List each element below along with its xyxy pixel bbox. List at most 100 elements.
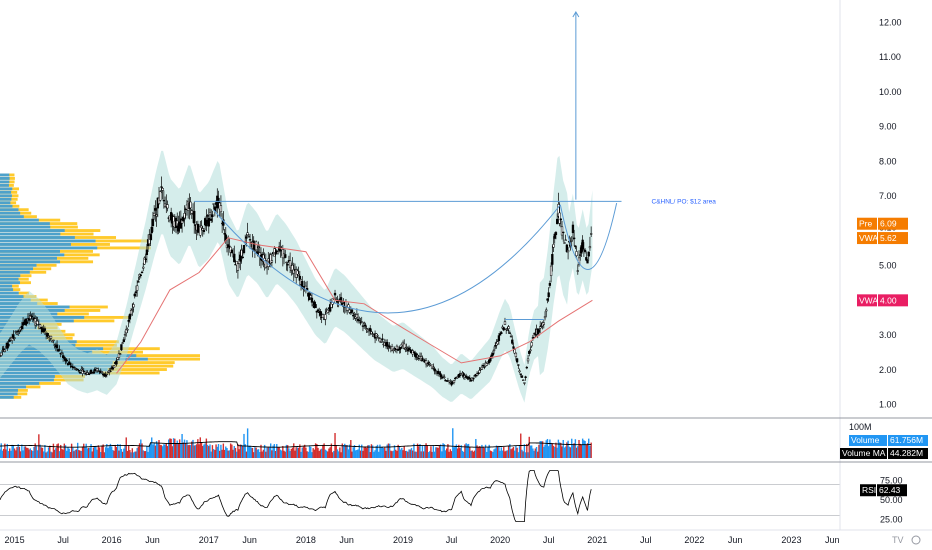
candle-body (562, 231, 565, 234)
volume-bar (453, 447, 455, 458)
volume-bar (393, 445, 396, 458)
candle-body (117, 353, 121, 358)
candle-body (432, 366, 435, 368)
candle-body (296, 270, 299, 275)
volume-bar (466, 444, 469, 458)
volume-bar (282, 445, 284, 458)
volume-bar (44, 444, 46, 458)
vwap2-tag-value-box (878, 294, 908, 307)
volume-bar (119, 444, 121, 458)
volume-bar (426, 445, 428, 458)
volume-bar (263, 444, 266, 458)
volume-bar (470, 450, 472, 458)
volume-bar (529, 445, 532, 458)
profile-bar-blue (0, 190, 12, 194)
candle-body (360, 321, 363, 323)
volume-bar (351, 451, 353, 458)
volume-bar (418, 446, 420, 458)
candle-body (525, 366, 528, 369)
candle-body (314, 304, 317, 309)
volume-bar (330, 443, 333, 458)
vwap2-tag-name: VWAP (859, 295, 884, 305)
volume-bar (305, 447, 307, 458)
volume-bar (558, 442, 561, 458)
candle-body (128, 314, 132, 320)
volume-bar (500, 447, 503, 458)
volume-bar (95, 445, 97, 458)
volume-ma-name: Volume MA (842, 448, 886, 458)
volume-bar (545, 440, 547, 458)
volume-bar (15, 450, 17, 458)
volume-bar (572, 444, 574, 458)
candle-body (508, 332, 511, 334)
volume-bar (115, 447, 118, 458)
volume-bar (260, 444, 262, 458)
volume-bar (124, 444, 126, 458)
volume-bar (464, 444, 466, 458)
volume-bar (511, 448, 513, 458)
volume-bar (439, 444, 442, 458)
volume-bar (90, 444, 92, 458)
volume-bar (390, 450, 392, 458)
volume-bar (155, 441, 158, 458)
time-axis-label: Jul (640, 535, 652, 545)
volume-bar (107, 448, 109, 458)
volume-bar (369, 452, 371, 458)
volume-bar (477, 447, 479, 458)
volume-bar (516, 447, 518, 458)
volume-bar (448, 451, 450, 458)
volume-bar (556, 447, 558, 458)
volume-bar (380, 447, 382, 458)
candle-body (386, 341, 389, 347)
candle-body (530, 342, 533, 347)
volume-bar (284, 451, 286, 458)
volume-bar (1, 450, 4, 458)
volume-bar (151, 437, 153, 458)
candle-body (122, 339, 125, 343)
candle-body (131, 308, 134, 311)
candle-body (254, 241, 258, 251)
candle-body (123, 333, 127, 336)
resistance-label: C&HNL/ PO: $12 area (652, 198, 717, 205)
price-axis-tick: 9.00 (879, 122, 897, 132)
volume-bar (125, 437, 127, 458)
candle-body (47, 335, 50, 337)
volume-bar (541, 441, 544, 458)
volume-ma-value: 44.282M (890, 448, 923, 458)
profile-bar-blue (0, 378, 54, 382)
volume-bar (10, 450, 12, 458)
volume-bar (5, 449, 7, 458)
volume-bar (579, 443, 581, 458)
volume-bar (84, 447, 86, 458)
drawings: C&HNL/ PO: $12 area (194, 10, 717, 320)
volume-bar (215, 444, 217, 458)
rsi-value-box (877, 484, 907, 497)
volume-bar (85, 443, 87, 458)
volume-name: Volume (851, 435, 880, 445)
volume-bar (577, 446, 579, 458)
volume-bar (238, 449, 240, 458)
volume-bar (259, 452, 261, 458)
volume-bar (63, 443, 66, 458)
candle-body (240, 249, 243, 257)
volume-bar (288, 448, 290, 458)
profile-bar-blue (0, 388, 18, 392)
volume-bar (66, 450, 68, 458)
volume-bar (223, 449, 226, 458)
volume-bar (74, 449, 76, 458)
candle-body (581, 239, 584, 250)
candle-body (160, 186, 163, 188)
volume-bar (73, 451, 75, 458)
cup-curve (213, 204, 561, 314)
profile-bar-blue (0, 375, 55, 378)
volume-bar (135, 451, 137, 458)
volume-bar (472, 451, 475, 458)
candle-body (68, 361, 71, 363)
volume-bar (499, 450, 501, 458)
volume-bar (55, 448, 57, 458)
candle-body (506, 329, 509, 332)
time-axis-label: 2020 (490, 535, 510, 545)
volume-bar (478, 446, 481, 458)
volume-bar (318, 450, 320, 458)
